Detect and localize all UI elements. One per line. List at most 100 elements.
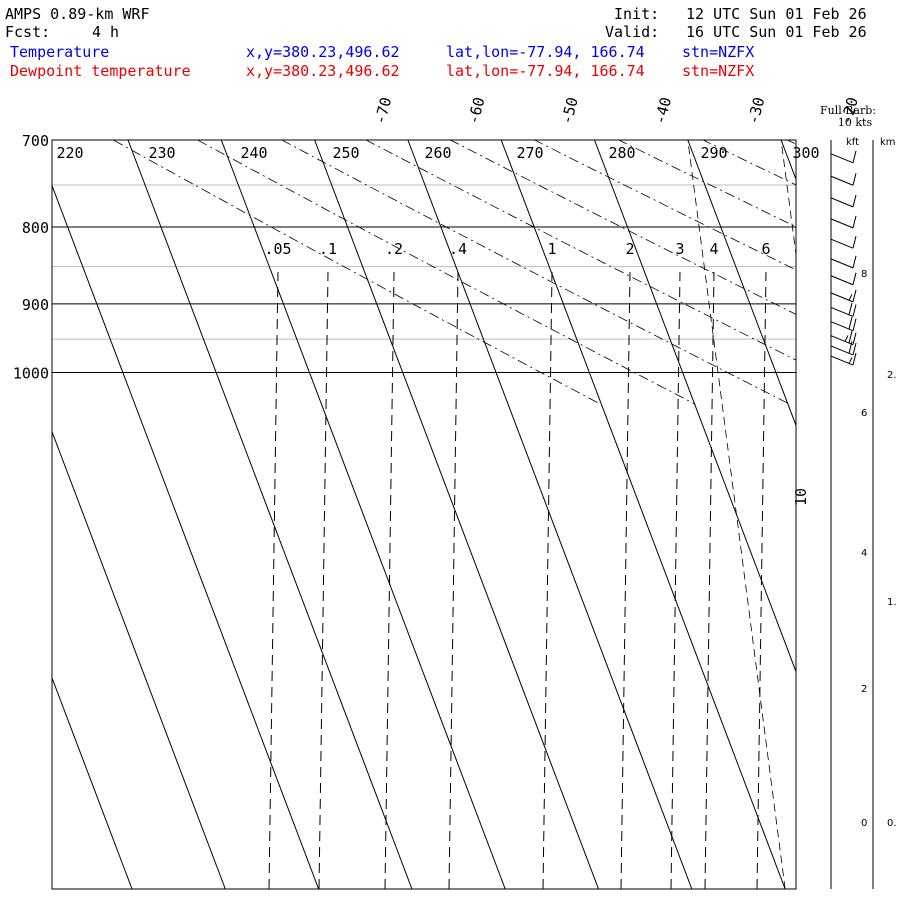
wind-barb-9 [830, 316, 857, 332]
wind-barb-7 [830, 289, 857, 303]
wind-barb-3 [830, 215, 857, 229]
dry-adiabat-label-240: 240 [240, 144, 267, 162]
legend-dewpoint-station: stn=NZFX [682, 62, 755, 80]
mixing-ratio-line-8 [756, 271, 767, 889]
isotherm--130 [52, 676, 133, 889]
legend-temperature-station: stn=NZFX [682, 43, 755, 61]
fcst-label: Fcst: [5, 23, 51, 41]
dry-adiabat-250 [617, 140, 796, 228]
dry-adiabat-210 [280, 140, 791, 405]
mixing-ratio-line-6 [670, 271, 681, 889]
valid-value: 16 UTC Sun 01 Feb 26 [686, 23, 867, 41]
isotherm--110 [52, 184, 320, 889]
wind-barb-1 [830, 173, 857, 186]
mixing-ratio-line-4 [542, 271, 553, 889]
legend-temperature-label: Temperature [10, 43, 110, 61]
wind-barb-feather-0-0 [852, 150, 857, 163]
wind-barb-panel: Full Barb: 10 kts kft km 8 6 4 2 0 2. 1.… [820, 104, 897, 889]
mixing-ratio-label-4: 1 [547, 240, 556, 258]
dry-adiabat-220 [365, 140, 796, 361]
dry-adiabat-label-280: 280 [608, 144, 635, 162]
wind-barb-2 [830, 194, 857, 208]
wind-barb-staff-0 [830, 153, 854, 164]
mixing-ratio-line-5 [620, 271, 631, 889]
mixing-ratio-label-2: .2 [385, 240, 403, 258]
wind-barb-feather-7-1 [848, 294, 853, 301]
mixing-ratio-label-5: 2 [625, 240, 634, 258]
wind-barb-feather-10-2 [844, 335, 849, 342]
wind-barb-8 [830, 302, 857, 317]
isotherm--140 [0, 140, 39, 889]
wind-barb-10 [830, 330, 857, 346]
wind-barb-feather-2-0 [852, 194, 857, 208]
wind-barb-staff-2 [830, 197, 854, 208]
kft-tick-4: 4 [861, 548, 867, 559]
dry-adiabat-label-250: 250 [332, 144, 359, 162]
isotherm--100 [127, 140, 413, 889]
pressure-tick-700: 700 [22, 132, 49, 150]
isotherm--60 [500, 140, 786, 889]
isotherm--90 [220, 140, 506, 889]
dry-adiabat-240 [533, 140, 796, 271]
wind-barb-staff-10 [830, 335, 854, 346]
km-tick-1: 1. [887, 597, 897, 608]
wind-barb-staff-7 [830, 292, 854, 303]
init-value: 12 UTC Sun 01 Feb 26 [686, 5, 867, 23]
dry-adiabat-label-300: 300 [792, 144, 819, 162]
dry-adiabat-label-290: 290 [700, 144, 727, 162]
kft-tick-6: 6 [861, 408, 867, 419]
wind-barb-staff-8 [830, 307, 854, 317]
temperature-tick-m60: -60 [464, 95, 488, 126]
dry-adiabat-190 [112, 140, 602, 405]
dry-adiabat-230 [449, 140, 796, 315]
dry-adiabat-280 [852, 131, 900, 405]
wind-barb-staff-11 [830, 345, 854, 356]
wind-barb-feather-3-0 [852, 215, 857, 228]
wind-barb-feather-8-1 [848, 302, 853, 315]
full-barb-value: 10 kts [838, 116, 873, 129]
kft-tick-8: 8 [861, 269, 867, 280]
legend-temperature-latlon: lat,lon=-77.94, 166.74 [446, 43, 645, 61]
wind-barb-feather-7-0 [852, 289, 857, 303]
isotherm--20 [874, 140, 900, 889]
temperature-profile [895, 140, 900, 363]
legend-temperature-coords: x,y=380.23,496.62 [246, 43, 400, 61]
wind-barb-staff-5 [830, 258, 854, 269]
wind-barb-staff-9 [830, 321, 854, 332]
mixing-ratio-line-1 [318, 271, 329, 889]
km-tick-0: 0. [887, 818, 897, 829]
wind-barb-feather-4-0 [852, 236, 857, 249]
isotherm--70 [407, 140, 693, 889]
mixing-ratio-label-3: .4 [449, 240, 467, 258]
pressure-tick-900: 900 [22, 296, 49, 314]
wind-barb-feather-9-1 [848, 316, 853, 330]
dry-adiabat-label-270: 270 [516, 144, 543, 162]
mixing-ratio-line-3 [448, 271, 459, 889]
mixing-ratio-label-7: 4 [709, 240, 718, 258]
init-label: Init: [614, 5, 660, 23]
wind-barb-feather-8-0 [852, 304, 857, 317]
plot-frame [51, 139, 797, 890]
fcst-value: 4 h [92, 23, 120, 41]
wind-barb-feather-12-1 [848, 357, 853, 364]
kft-tick-2: 2 [861, 684, 867, 695]
wind-barb-staff-6 [830, 275, 854, 286]
isotherm--80 [314, 140, 600, 889]
kft-tick-0: 0 [861, 818, 867, 829]
dry-adiabat-label-260: 260 [424, 144, 451, 162]
wind-barb-feather-9-0 [852, 318, 857, 331]
moist-adiabat--40 [874, 140, 900, 889]
wind-barb-6 [830, 272, 857, 286]
legend-dewpoint-label: Dewpoint temperature [10, 62, 191, 80]
mixing-ratio-line-0 [268, 271, 279, 889]
legend-dewpoint-latlon: lat,lon=-77.94, 166.74 [446, 62, 645, 80]
wind-barb-staff-12 [830, 355, 854, 366]
mixing-ratio-line-7 [704, 271, 715, 889]
wind-barb-feather-12-0 [852, 352, 857, 366]
wind-barb-feather-6-0 [852, 272, 857, 285]
isotherm--40 [687, 140, 796, 427]
pressure-tick-800: 800 [22, 219, 49, 237]
dry-adiabat-label-220: 220 [56, 144, 83, 162]
wind-barb-feather-11-0 [852, 342, 857, 356]
